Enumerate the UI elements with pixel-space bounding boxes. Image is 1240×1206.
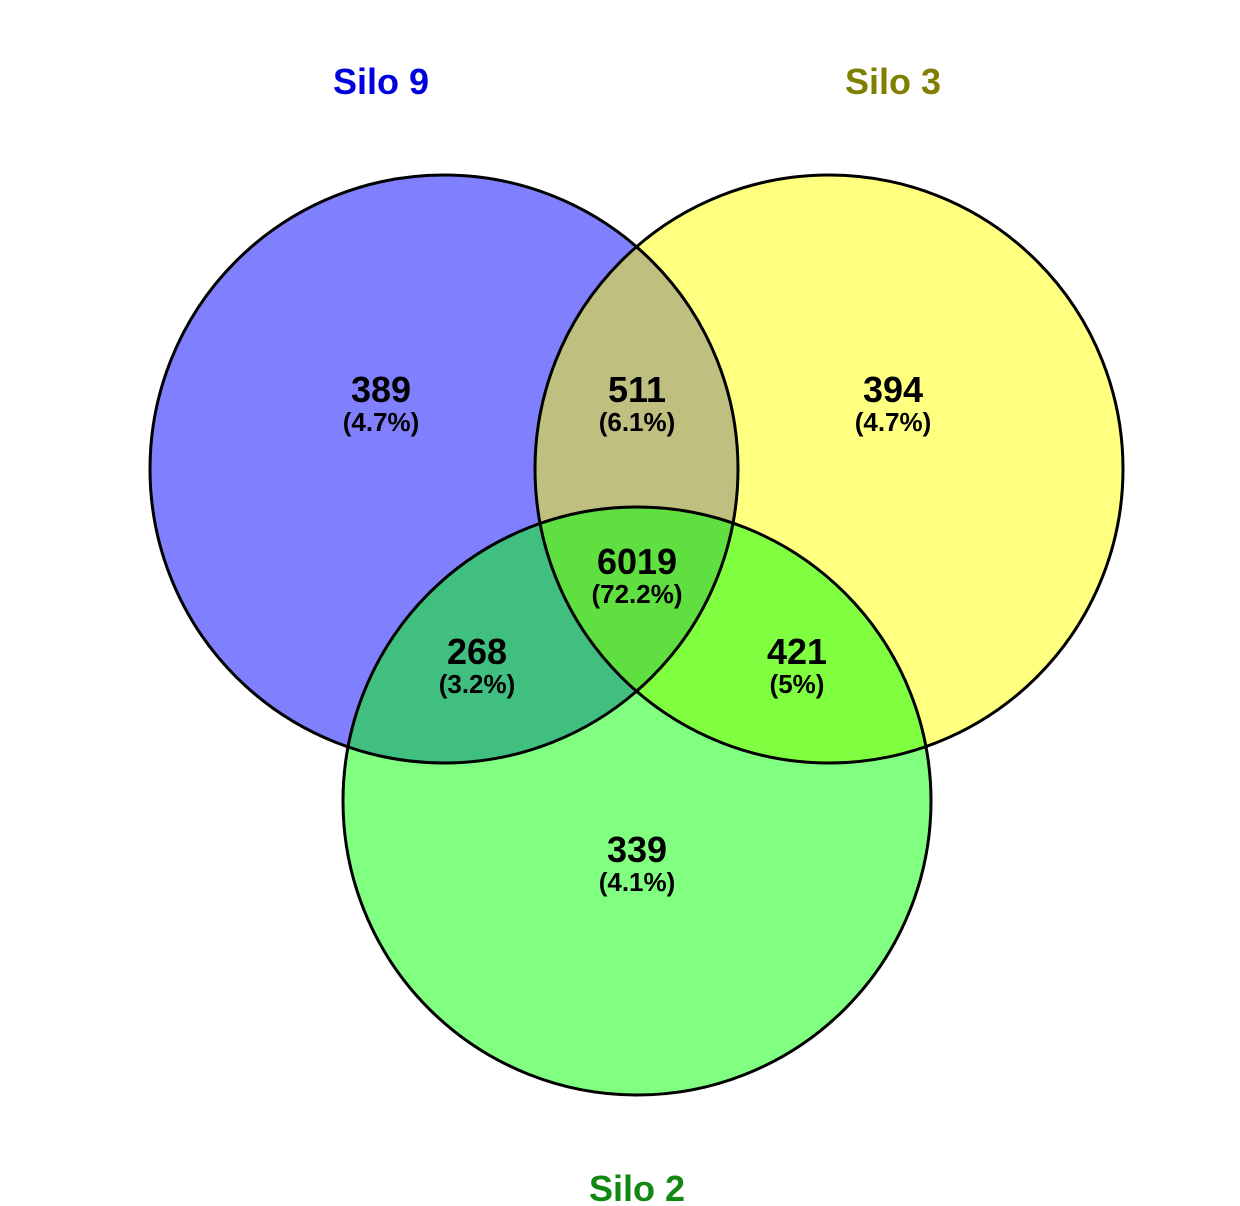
silo-9-silo-2-overlap [343, 507, 738, 763]
silo-9-only-count: 389 [351, 369, 411, 410]
silo-9-only-percent: (4.7%) [343, 407, 420, 437]
silo-3-only-count: 394 [863, 369, 923, 410]
silo-2-only-percent: (4.1%) [599, 867, 676, 897]
silo-9-silo-3-percent: (6.1%) [599, 407, 676, 437]
silo-3-label: Silo 3 [845, 61, 941, 102]
all-three-percent: (72.2%) [591, 579, 682, 609]
silo-2-only-count: 339 [607, 829, 667, 870]
silo-3-silo-2-percent: (5%) [770, 669, 825, 699]
silo-9-silo-3-count: 511 [608, 369, 666, 410]
silo-3-silo-2-count: 421 [767, 631, 827, 672]
silo-3-silo-2-overlap [535, 507, 931, 763]
silo-9-silo-2-percent: (3.2%) [439, 669, 516, 699]
silo-2-label: Silo 2 [589, 1168, 685, 1206]
all-three-count: 6019 [597, 541, 677, 582]
silo-9-silo-2-count: 268 [447, 631, 507, 672]
silo-3-only-percent: (4.7%) [855, 407, 932, 437]
silo-9-label: Silo 9 [333, 61, 429, 102]
circle-outlines [148, 173, 1125, 1097]
